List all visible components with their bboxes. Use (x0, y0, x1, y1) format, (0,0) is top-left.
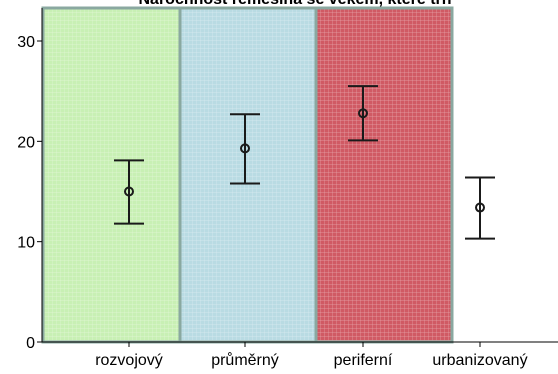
x-tick-label-periferní: periferní (334, 352, 393, 369)
y-tick-label-10: 10 (17, 235, 35, 252)
error-bars (114, 85, 495, 240)
errorbar-rozvojový (114, 159, 144, 225)
panel-texture-průměrný (180, 8, 316, 342)
x-tick-label-průměrný: průměrný (211, 351, 279, 369)
y-tick-label-0: 0 (26, 335, 35, 352)
mean-point-periferní (358, 108, 368, 119)
x-axis-labels: rozvojový průměrný periferní urbanizovaný (95, 342, 528, 369)
errorbar-urbanizovaný (465, 176, 495, 240)
x-tick-label-rozvojový: rozvojový (95, 352, 163, 369)
errorbar-periferní (348, 85, 378, 142)
mean-point-rozvojový (124, 186, 134, 197)
y-tick-label-30: 30 (17, 34, 35, 51)
x-tick-label-urbanizovaný: urbanizovaný (432, 352, 527, 369)
panel-texture-periferní (316, 8, 452, 342)
chart-title: Nárochnost řemeslná se věkem, které trh (138, 0, 451, 8)
y-axis: 0 10 20 30 (17, 8, 558, 352)
errorbar-průměrný (230, 113, 260, 185)
mean-point-průměrný (240, 143, 250, 154)
mean-point-urbanizovaný (475, 202, 485, 213)
panel-texture-rozvojový (43, 8, 180, 342)
y-tick-label-20: 20 (17, 134, 35, 151)
category-panels (41, 6, 454, 344)
